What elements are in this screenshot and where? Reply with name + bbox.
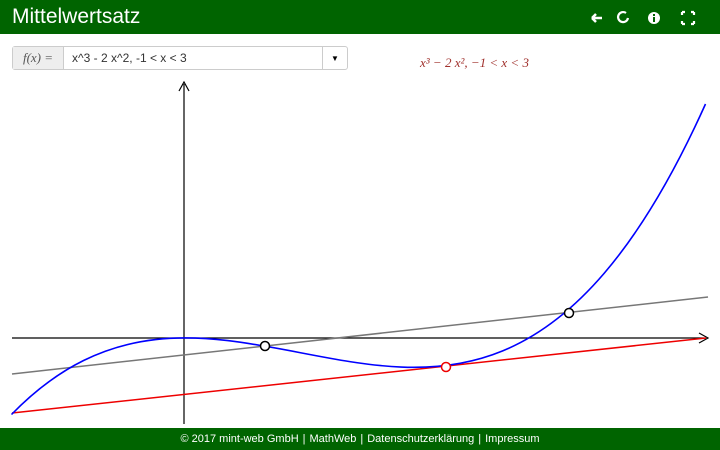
secant-line (11, 337, 707, 414)
footer-separator: | (360, 433, 364, 445)
app-title: Mittelwertsatz (12, 5, 141, 28)
toolbar (591, 10, 696, 26)
back-icon[interactable] (591, 13, 602, 23)
function-curve (10, 103, 707, 416)
header: Mittelwertsatz (0, 0, 720, 34)
fullscreen-icon[interactable] (680, 10, 696, 26)
x-axis-arrow (698, 332, 710, 344)
point[interactable] (563, 307, 575, 319)
refresh-icon[interactable] (617, 10, 630, 24)
footer-link[interactable]: Datenschutzerklärung (367, 433, 475, 445)
point[interactable] (259, 340, 271, 352)
footer-separator: | (478, 433, 482, 445)
footer-link: © 2017 mint-web GmbH (180, 433, 299, 445)
input-field[interactable]: x^3 - 2 x^2, -1 < x < 3 (72, 51, 187, 65)
info-glyph (653, 17, 655, 22)
footer-link[interactable]: Impressum (485, 433, 540, 445)
point[interactable] (440, 361, 452, 373)
function-input: f(x) = x^3 - 2 x^2, -1 < x < 3 ▼ (12, 46, 348, 70)
formula: x³ − 2 x², −1 < x < 3 (420, 55, 529, 70)
dropdown-button[interactable]: ▼ (322, 47, 347, 69)
info-glyph (653, 14, 655, 16)
footer-separator: | (302, 433, 306, 445)
footer: © 2017 mint-web GmbH | MathWeb | Datenschutz… (0, 428, 720, 450)
footer-link[interactable]: MathWeb (309, 433, 357, 445)
tangent-line (11, 296, 709, 375)
y-axis-arrow (178, 80, 190, 92)
input-label: f(x) = (13, 47, 64, 69)
